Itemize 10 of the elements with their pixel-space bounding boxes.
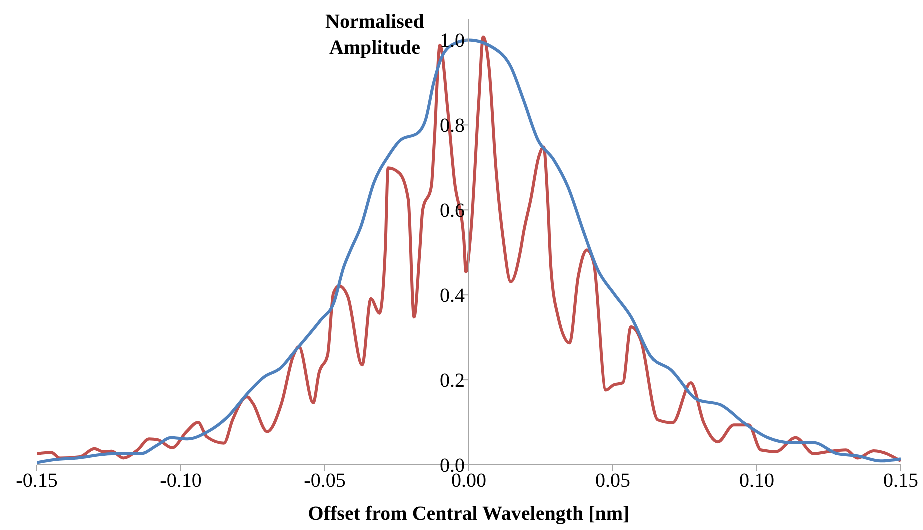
x-axis-title: Offset from Central Wavelength [nm]	[308, 503, 630, 525]
x-tick-label: -0.15	[16, 470, 58, 492]
y-tick-label: 0.2	[440, 370, 465, 392]
x-tick-label: 0.15	[884, 470, 918, 492]
y-axis-title: Normalised Amplitude	[326, 11, 424, 59]
x-tick-label: 0.05	[596, 470, 630, 492]
x-tick-label: 0.10	[740, 470, 774, 492]
x-tick-label: -0.10	[160, 470, 202, 492]
y-tick-label: 0.4	[440, 285, 465, 308]
x-tick-label: -0.05	[304, 470, 346, 492]
